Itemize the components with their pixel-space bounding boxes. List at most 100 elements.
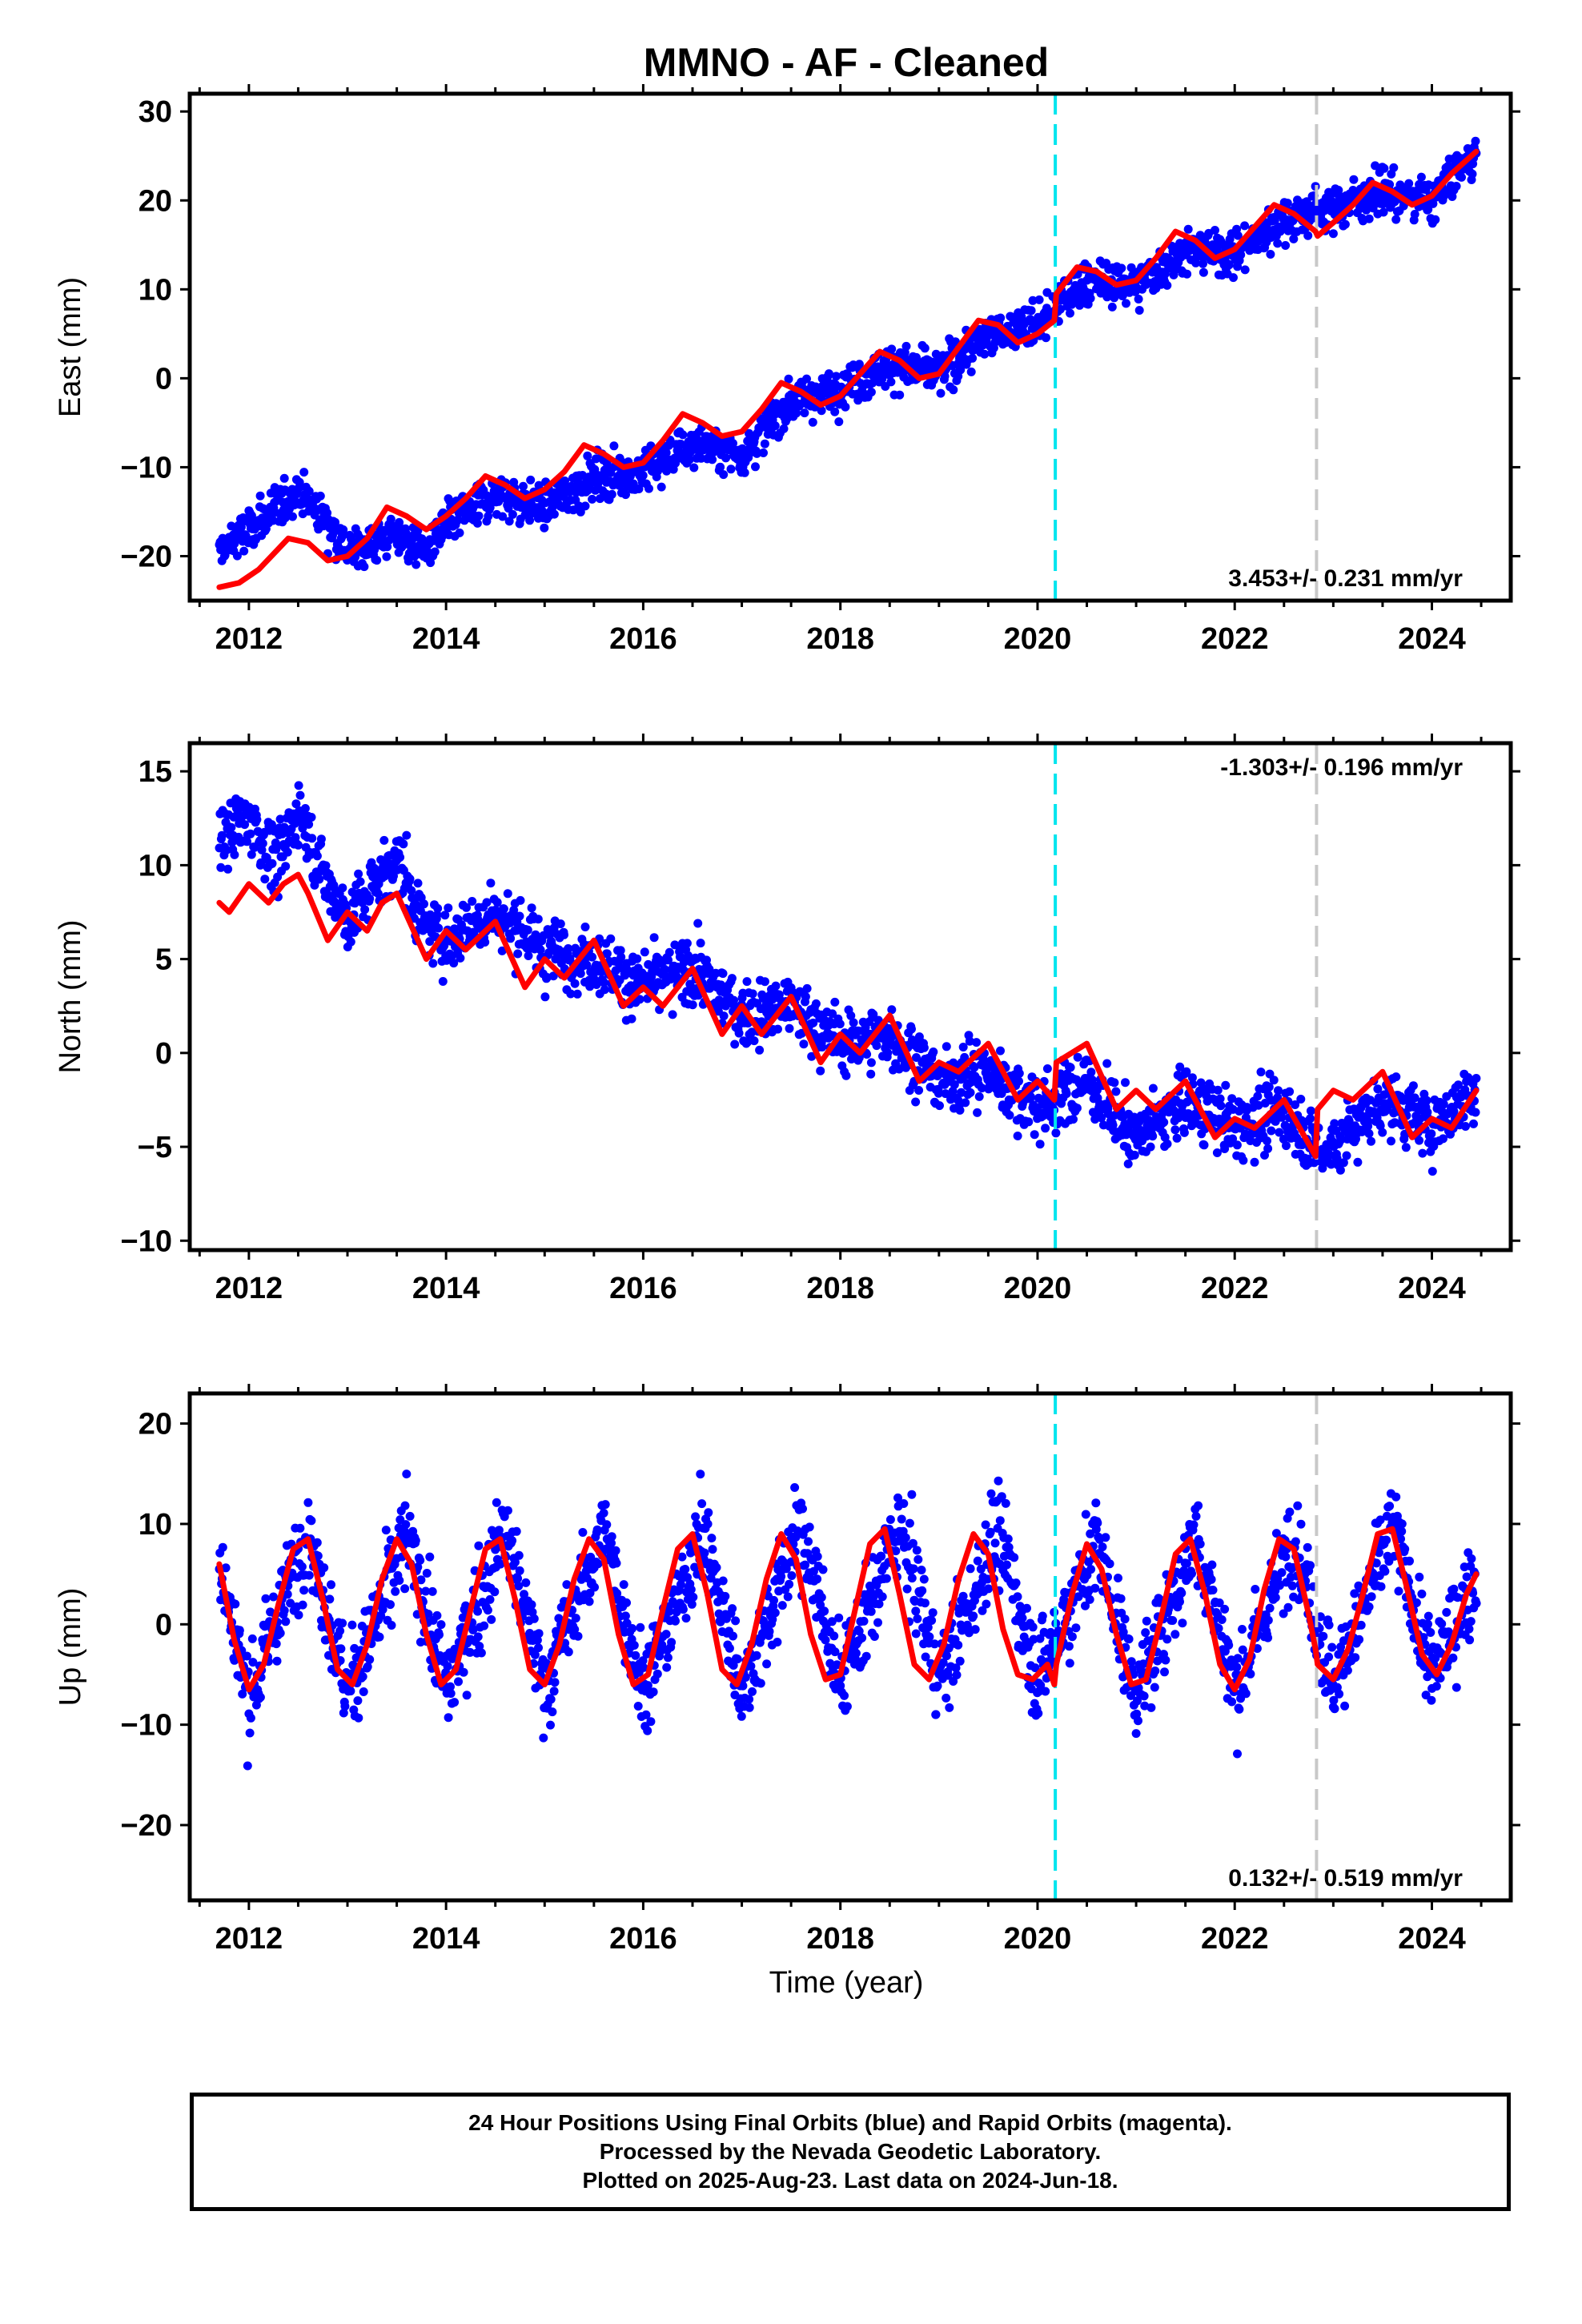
data-point [1051, 1128, 1061, 1138]
data-point [580, 501, 590, 511]
data-point [1468, 169, 1477, 179]
data-point [721, 453, 731, 463]
data-point [450, 1698, 460, 1707]
data-point [773, 1638, 782, 1647]
data-point [218, 1542, 227, 1552]
data-point [731, 1616, 741, 1626]
data-point [580, 923, 590, 931]
model-fit-line [216, 871, 1480, 1160]
data-point [1471, 136, 1480, 146]
data-point [1427, 1167, 1437, 1176]
data-point [1391, 1072, 1401, 1082]
y-tick-label: 5 [155, 943, 172, 977]
data-point [874, 1599, 884, 1609]
data-point [866, 1058, 876, 1068]
data-point [912, 1053, 921, 1062]
data-point [592, 1525, 602, 1534]
data-point [482, 898, 492, 907]
data-point [801, 992, 810, 1002]
data-point [340, 1702, 350, 1711]
data-point [970, 1063, 979, 1072]
data-point [748, 1687, 757, 1696]
data-point [895, 390, 905, 400]
data-point [1277, 1112, 1287, 1122]
data-point [325, 1594, 335, 1604]
data-point [496, 1559, 505, 1569]
data-point [857, 1633, 867, 1642]
data-point [1349, 175, 1359, 184]
data-point [405, 1511, 415, 1521]
x-tick-label: 2016 [609, 622, 677, 656]
data-point [743, 1038, 752, 1047]
data-point [573, 1631, 583, 1641]
data-point [566, 989, 576, 999]
data-point [422, 1569, 432, 1578]
data-point [339, 525, 348, 534]
data-point [760, 977, 769, 987]
data-point [1179, 1128, 1189, 1137]
y-tick-label: 10 [139, 849, 172, 883]
data-point [307, 1516, 316, 1526]
data-point [1213, 1085, 1223, 1095]
data-point [485, 1594, 495, 1604]
data-point [887, 1005, 897, 1015]
data-point [813, 1552, 822, 1562]
data-point [643, 1681, 652, 1691]
data-point [798, 1504, 807, 1514]
data-point [824, 369, 833, 379]
data-point [572, 989, 582, 999]
data-point [802, 983, 812, 993]
data-point [1275, 1128, 1284, 1137]
data-point [817, 1043, 827, 1051]
data-point [911, 1097, 921, 1107]
data-point [854, 1053, 864, 1063]
data-point [700, 1548, 709, 1558]
data-point [444, 903, 453, 913]
data-point [1212, 1148, 1222, 1157]
data-point [861, 1651, 871, 1661]
data-point [1389, 163, 1399, 172]
data-point [239, 546, 249, 556]
data-point [950, 1080, 959, 1089]
data-point [395, 1576, 404, 1585]
data-point [818, 1565, 828, 1574]
data-point [830, 407, 840, 416]
data-point [462, 1691, 472, 1700]
data-point [629, 1641, 639, 1650]
data-point [303, 1498, 313, 1507]
data-point [1254, 1100, 1263, 1110]
data-point [676, 1580, 685, 1589]
data-point [829, 1631, 839, 1641]
data-point [1270, 215, 1279, 225]
data-point [759, 448, 768, 457]
x-tick-label: 2018 [806, 622, 874, 656]
data-point [652, 1669, 662, 1679]
data-point [1334, 186, 1343, 195]
data-point [433, 903, 443, 913]
data-point [830, 1647, 840, 1657]
data-point [267, 820, 276, 830]
data-point [716, 462, 725, 472]
data-point [733, 1655, 742, 1664]
data-point [272, 1656, 282, 1666]
data-point [638, 471, 648, 480]
data-point [246, 1713, 255, 1723]
data-point [693, 919, 703, 928]
data-point [312, 1538, 322, 1547]
data-point [494, 1526, 504, 1535]
data-point [609, 441, 619, 451]
data-point [681, 1614, 691, 1623]
data-point [656, 482, 666, 492]
data-point [804, 1537, 813, 1546]
data-point [746, 1662, 756, 1671]
data-point [644, 959, 653, 969]
data-point [1263, 1144, 1273, 1153]
data-point [1117, 263, 1126, 273]
data-point [1363, 1116, 1373, 1126]
x-tick-label: 2022 [1201, 1272, 1269, 1305]
data-point [227, 822, 236, 832]
data-point [544, 948, 554, 957]
data-point [335, 1626, 345, 1635]
data-point [247, 850, 256, 859]
data-point [525, 516, 535, 525]
